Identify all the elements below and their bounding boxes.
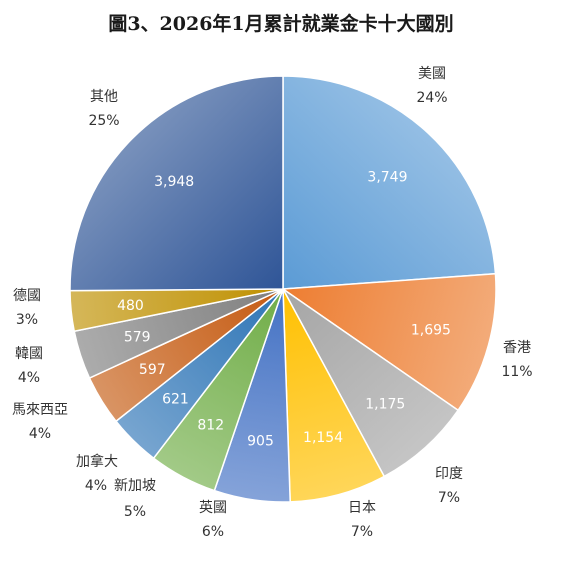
slice-percent-label: 3% (16, 312, 38, 328)
slice-category-label: 其他 (90, 89, 118, 105)
slice-category-label: 香港 (503, 340, 531, 356)
slice-value-label: 480 (117, 298, 144, 314)
pie-slice (282, 288, 460, 478)
pie-slice (69, 75, 284, 292)
slice-category-label: 日本 (348, 500, 376, 516)
slice-percent-label: 5% (124, 504, 146, 520)
slice-percent-label: 7% (438, 490, 460, 506)
slice-value-label: 1,154 (303, 430, 343, 446)
slice-value-label: 812 (197, 417, 224, 433)
pie-slice (282, 288, 386, 503)
slice-value-label: 3,749 (367, 170, 407, 186)
slice-value-label: 1,695 (411, 322, 451, 338)
slice-percent-label: 4% (18, 370, 40, 386)
slice-category-label: 美國 (418, 66, 446, 82)
slice-value-label: 1,175 (365, 396, 405, 412)
slice-percent-label: 6% (202, 524, 224, 540)
slice-percent-label: 4% (29, 426, 51, 442)
slice-value-label: 3,948 (154, 174, 194, 190)
slice-category-label: 馬來西亞 (12, 402, 68, 418)
slice-percent-label: 25% (88, 113, 119, 129)
slice-value-label: 621 (162, 391, 189, 407)
slice-percent-label: 11% (501, 364, 532, 380)
pie-slice (280, 272, 497, 412)
slice-category-label: 新加坡 (114, 478, 156, 494)
pie-slice (282, 75, 497, 290)
slice-category-label: 加拿大 (76, 453, 118, 470)
slice-percent-label: 24% (416, 90, 447, 106)
pie-labels: 3,749 美國 24% 1,695 香港 11% 1,175 印度 7% 1,154 日本 7% 90… (12, 66, 533, 540)
slice-category-label: 德國 (13, 288, 41, 304)
slice-category-label: 英國 (199, 499, 227, 516)
slice-value-label: 579 (124, 330, 151, 346)
slice-percent-label: 7% (351, 524, 373, 540)
chart-title: 圖3、2026年1月累計就業金卡十大國別 (108, 12, 453, 35)
slice-percent-label: 4% (85, 478, 107, 494)
slice-value-label: 905 (247, 434, 274, 450)
slice-value-label: 597 (139, 362, 166, 378)
pie-slices (69, 75, 497, 503)
slice-category-label: 印度 (435, 466, 463, 482)
slice-category-label: 韓國 (15, 346, 43, 362)
